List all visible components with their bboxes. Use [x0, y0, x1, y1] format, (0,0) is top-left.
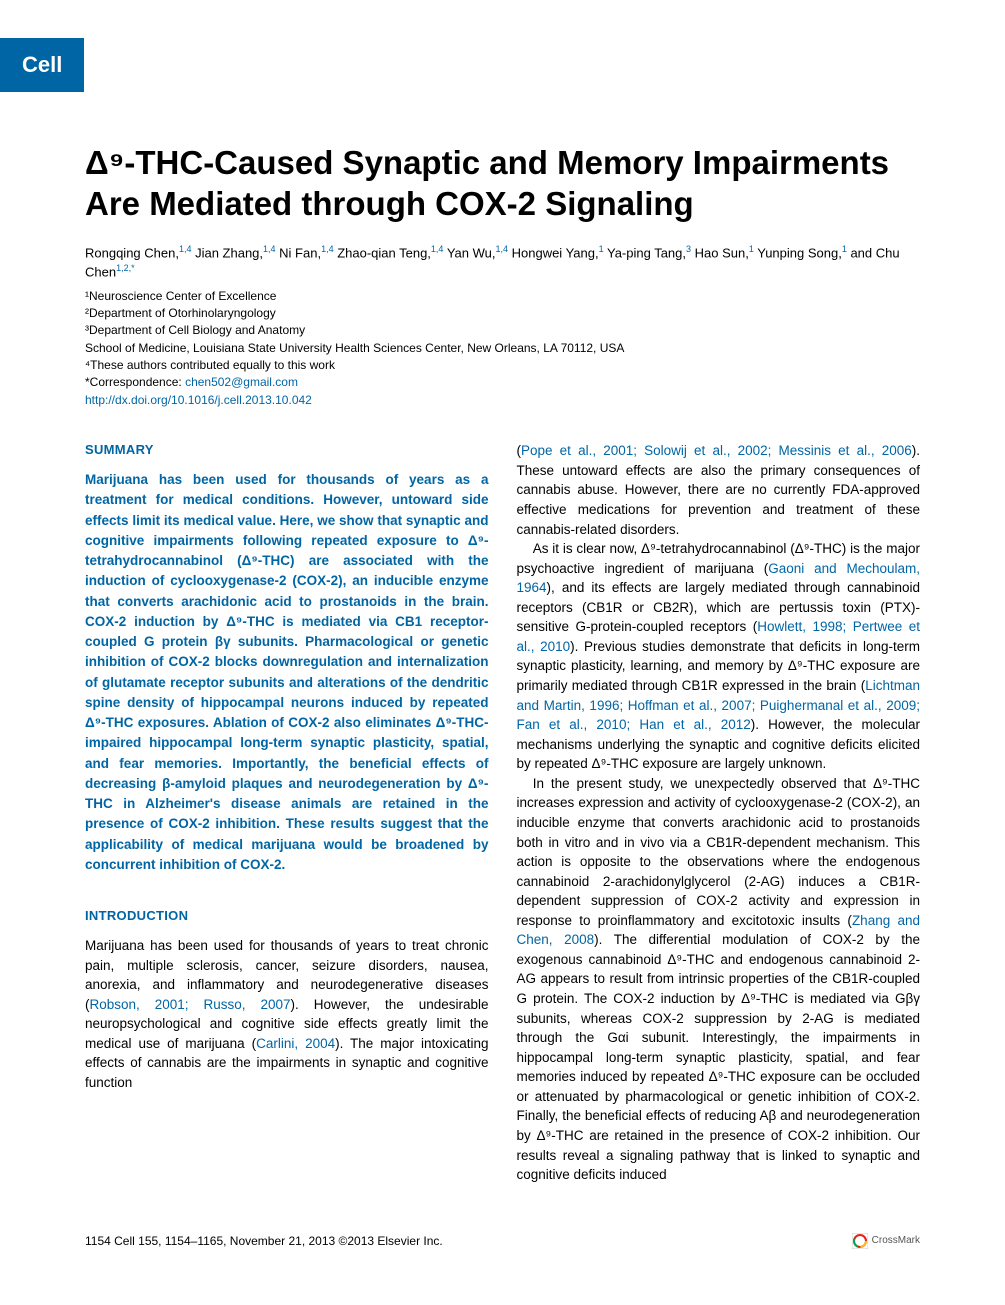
- affiliation-3: ³Department of Cell Biology and Anatomy: [85, 322, 920, 339]
- summary-heading: SUMMARY: [85, 441, 489, 460]
- footer-citation: 1154 Cell 155, 1154–1165, November 21, 2…: [85, 1234, 443, 1248]
- left-column: SUMMARY Marijuana has been used for thou…: [85, 409, 489, 1184]
- right-paragraph-3: In the present study, we unexpectedly ob…: [517, 774, 921, 1185]
- author-list: Rongqing Chen,1,4 Jian Zhang,1,4 Ni Fan,…: [85, 243, 920, 282]
- correspondence-label: *Correspondence:: [85, 375, 185, 389]
- introduction-heading: INTRODUCTION: [85, 907, 489, 926]
- intro-paragraph-left: Marijuana has been used for thousands of…: [85, 936, 489, 1093]
- right-paragraph-1: (Pope et al., 2001; Solowij et al., 2002…: [517, 441, 921, 539]
- crossmark-icon: [852, 1233, 868, 1249]
- affiliation-school: School of Medicine, Louisiana State Univ…: [85, 340, 920, 357]
- correspondence-email-link[interactable]: chen502@gmail.com: [185, 375, 298, 389]
- article-content: Δ⁹-THC-Caused Synaptic and Memory Impair…: [0, 142, 1005, 1215]
- article-title: Δ⁹-THC-Caused Synaptic and Memory Impair…: [85, 142, 920, 225]
- journal-brand-tab: Cell: [0, 38, 84, 92]
- affiliation-1: ¹Neuroscience Center of Excellence: [85, 288, 920, 305]
- right-column: (Pope et al., 2001; Solowij et al., 2002…: [517, 409, 921, 1184]
- affiliation-equal: ⁴These authors contributed equally to th…: [85, 357, 920, 374]
- two-column-body: SUMMARY Marijuana has been used for thou…: [85, 409, 920, 1184]
- doi-link[interactable]: http://dx.doi.org/10.1016/j.cell.2013.10…: [85, 393, 312, 407]
- crossmark-badge[interactable]: CrossMark: [852, 1233, 920, 1249]
- affiliation-2: ²Department of Otorhinolaryngology: [85, 305, 920, 322]
- crossmark-label: CrossMark: [872, 1235, 920, 1246]
- summary-paragraph: Marijuana has been used for thousands of…: [85, 470, 489, 875]
- page-footer: 1154 Cell 155, 1154–1165, November 21, 2…: [0, 1215, 1005, 1277]
- right-paragraph-2: As it is clear now, Δ⁹-tetrahydrocannabi…: [517, 539, 921, 774]
- doi-line: http://dx.doi.org/10.1016/j.cell.2013.10…: [85, 392, 920, 409]
- correspondence-line: *Correspondence: chen502@gmail.com: [85, 374, 920, 391]
